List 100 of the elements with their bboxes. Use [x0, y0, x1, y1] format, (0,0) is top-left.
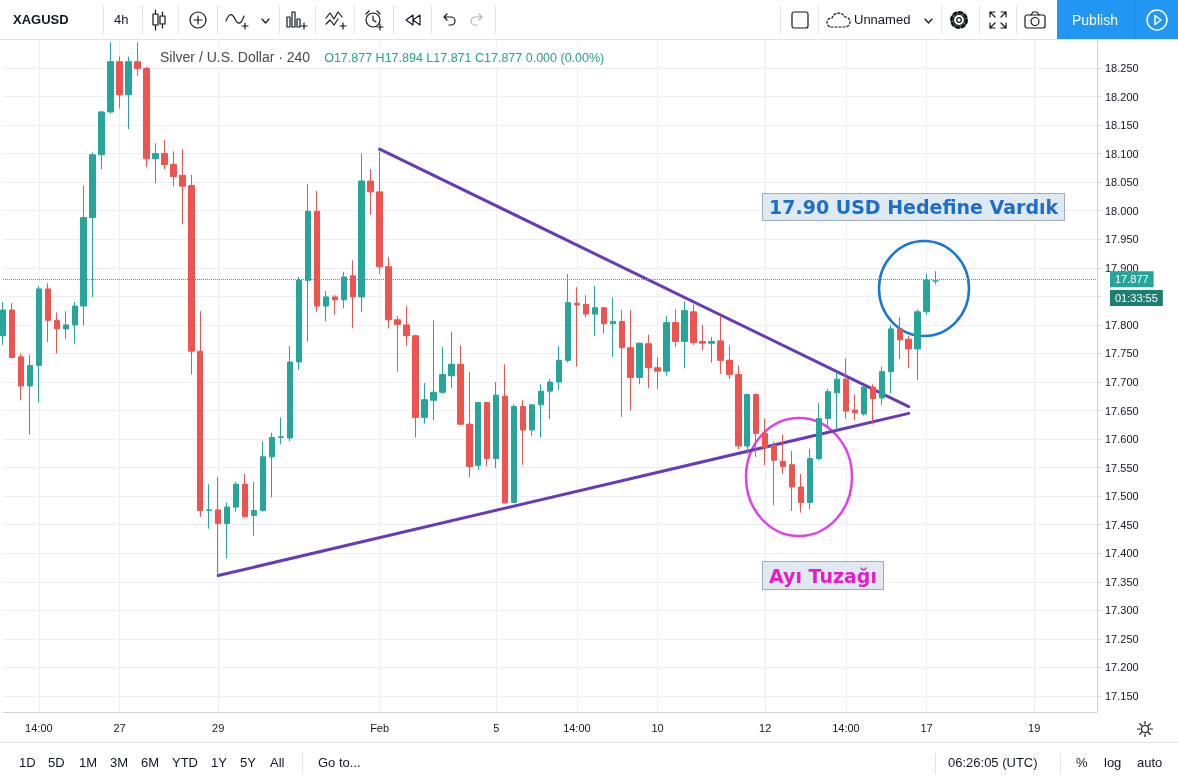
candlestick [125, 56, 132, 130]
candlestick [161, 139, 168, 170]
candlestick [538, 383, 544, 438]
candlestick [107, 41, 114, 115]
candlestick [627, 309, 634, 412]
candlestick [143, 66, 150, 168]
candlestick [556, 345, 562, 391]
text: Unnamed [854, 12, 911, 27]
candlestick [36, 285, 42, 404]
candlestick [690, 303, 697, 346]
candlestick [861, 384, 867, 417]
candlestick [197, 310, 203, 518]
y-tick-label: 17.250 [1105, 632, 1139, 645]
y-tick-label: 17.150 [1105, 690, 1139, 703]
candlestick [914, 308, 921, 381]
candlestick [439, 346, 446, 395]
candlestick [367, 168, 374, 216]
candlestick [744, 394, 750, 455]
y-tick-label: 18.000 [1105, 204, 1139, 217]
candlestick [520, 399, 526, 466]
candlestick [332, 294, 338, 316]
candlestick [816, 402, 822, 461]
candlestick [457, 344, 464, 425]
candlestick [825, 388, 831, 427]
candlestick [529, 404, 535, 437]
text: 01:33:55 [1115, 292, 1158, 305]
x-tick-label: 12 [759, 721, 772, 734]
y-tick-label: 18.100 [1105, 147, 1139, 160]
candlestick [619, 309, 625, 418]
candlestick [708, 336, 715, 364]
candlestick [762, 418, 768, 466]
candlestick [475, 402, 481, 471]
annotation: Ayı Tuzağı [769, 564, 877, 587]
y-tick-label: 18.250 [1105, 61, 1139, 74]
text: auto [1137, 755, 1163, 770]
y-tick-label: 17.750 [1105, 347, 1139, 360]
x-tick-label: 5 [493, 721, 500, 734]
text: XAGUSD [13, 12, 69, 27]
text: 3M [110, 755, 129, 770]
text: O17.877 H17.894 L17.871 C17.877 0.000 (0.00%) [324, 51, 605, 65]
text: All [270, 755, 285, 770]
candlestick [897, 316, 903, 360]
candlestick [45, 282, 51, 343]
candlestick [394, 315, 401, 373]
y-tick-label: 18.050 [1105, 176, 1139, 189]
candlestick [502, 363, 508, 504]
text: Go to... [318, 755, 361, 770]
ref-line-label: 17.877 [1115, 273, 1149, 286]
candlestick [170, 150, 177, 187]
candlestick [547, 378, 553, 420]
candlestick [905, 335, 912, 369]
y-tick-label: 17.550 [1105, 461, 1139, 474]
candlestick [511, 403, 517, 504]
candlestick [430, 319, 437, 421]
candlestick [0, 301, 6, 346]
candlestick [314, 190, 320, 313]
label-box: Ayı Tuzağı [762, 561, 884, 590]
candlestick [278, 416, 284, 445]
y-tick-label: 17.350 [1105, 575, 1139, 588]
candlestick [269, 432, 275, 498]
candlestick [601, 306, 607, 334]
candlestick [242, 473, 248, 519]
x-tick-label: 14:00 [832, 721, 860, 734]
candlestick [421, 382, 428, 425]
candlestick [412, 334, 419, 438]
candlestick [780, 434, 786, 475]
x-tick-label: Feb [370, 721, 390, 734]
text: log [1104, 755, 1122, 770]
text: YTD [172, 755, 198, 770]
candlestick [403, 305, 410, 347]
candlestick [735, 364, 742, 450]
candlestick [870, 383, 876, 425]
y-tick-label: 17.300 [1105, 604, 1139, 617]
candlestick [116, 56, 123, 110]
text: 1M [79, 755, 98, 770]
candlestick [215, 476, 221, 577]
candlestick [260, 440, 266, 513]
candlestick [350, 259, 356, 329]
candlestick [726, 344, 733, 380]
candlestick [610, 297, 616, 358]
candlestick [54, 311, 60, 354]
candlestick [224, 501, 230, 559]
candlestick [807, 448, 813, 510]
candlestick [9, 302, 15, 360]
text: 5D [48, 755, 65, 770]
text: 6M [141, 755, 160, 770]
y-tick-label: 17.600 [1105, 433, 1139, 446]
candlestick [287, 345, 293, 442]
candlestick [18, 352, 24, 401]
candlestick [376, 150, 383, 275]
candlestick [663, 315, 670, 377]
candlestick [699, 324, 706, 352]
y-tick-label: 17.950 [1105, 233, 1139, 246]
label-box: 17.90 USD Hedefine Vardık [762, 193, 1066, 221]
candlestick [654, 356, 661, 390]
candlestick [27, 354, 33, 436]
x-tick-label: 14:00 [563, 721, 591, 734]
text: 1Y [211, 755, 227, 770]
x-tick-label: 17 [920, 721, 933, 734]
annotation: 17.90 USD Hedefine Vardık [769, 196, 1059, 218]
